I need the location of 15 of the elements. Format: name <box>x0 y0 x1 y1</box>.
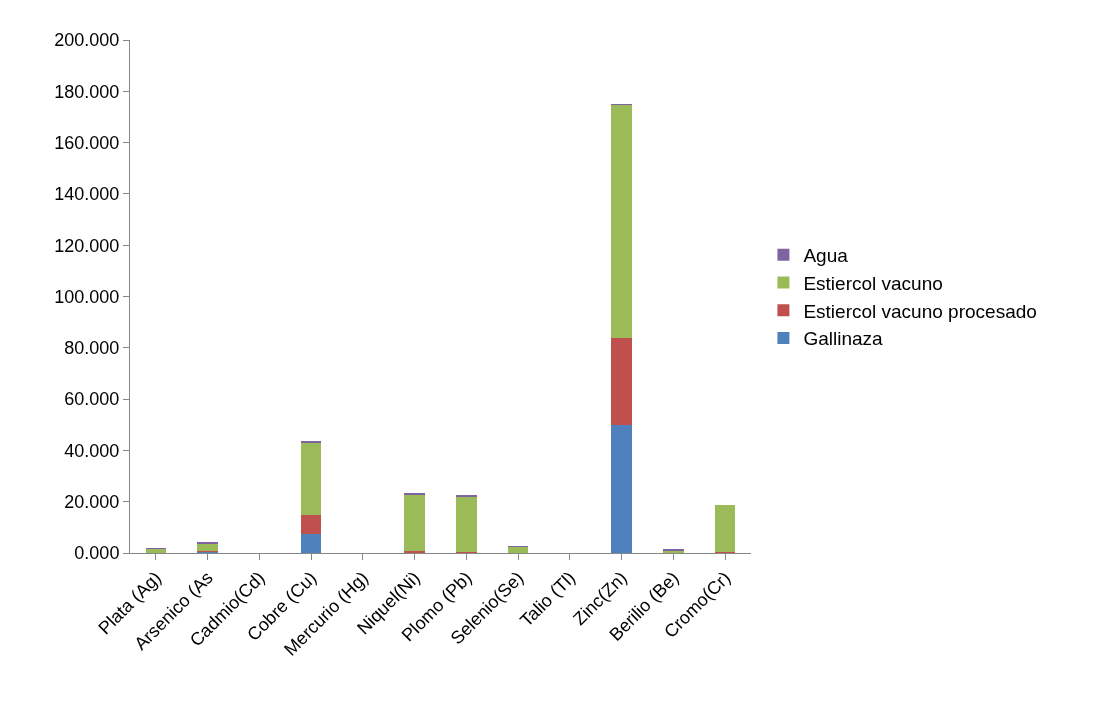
legend-label: Gallinaza <box>803 328 884 350</box>
y-tick-label: 120.000 <box>54 235 120 256</box>
y-tick-label: 100.000 <box>54 286 120 307</box>
legend-label: Agua <box>803 245 849 267</box>
y-tick-label: 20.000 <box>64 492 120 512</box>
y-tick-label: 80.000 <box>64 338 120 359</box>
legend-label: Estiercol vacuno <box>803 272 943 294</box>
y-tick-label: 140.000 <box>54 184 120 205</box>
y-tick-label: 0.000 <box>74 543 120 564</box>
y-tick-label: 60.000 <box>64 389 120 410</box>
legend-label: Estiercol vacuno procesado <box>803 300 1037 322</box>
y-tick-label: 200.000 <box>54 30 120 51</box>
y-tick-label: 160.000 <box>54 132 120 153</box>
y-tick-label: 40.000 <box>64 440 120 461</box>
y-tick-label: 180.000 <box>54 81 120 102</box>
